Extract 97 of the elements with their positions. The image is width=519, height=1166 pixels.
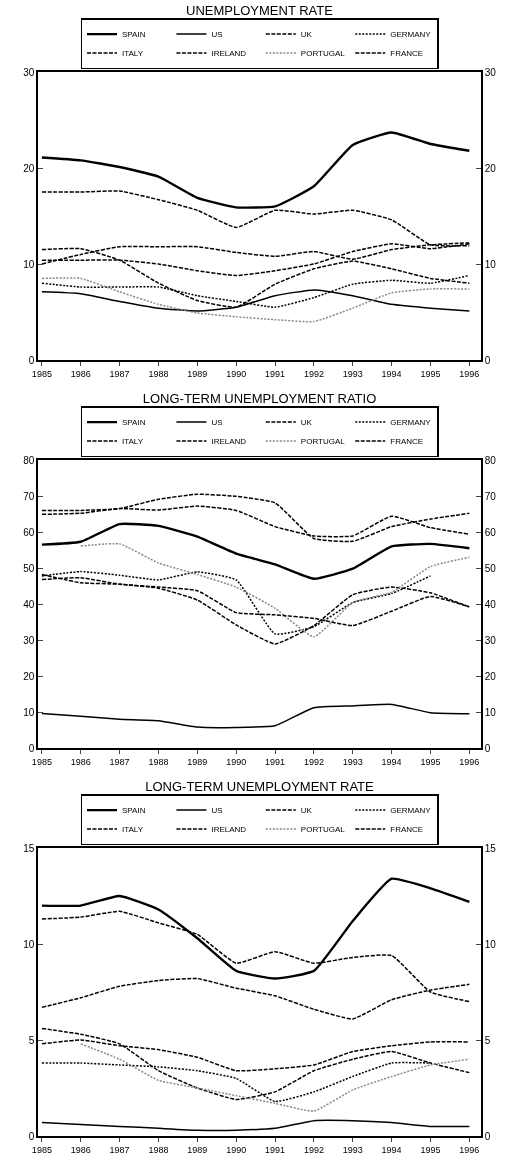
y2-tick-label: 0 — [484, 742, 491, 754]
x-tick-label: 1985 — [31, 1144, 52, 1155]
y2-tick-label: 10 — [484, 258, 497, 270]
y-tick-label: 10 — [23, 258, 35, 270]
x-tick-label: 1992 — [303, 368, 324, 379]
x-tick-label: 1996 — [459, 1144, 480, 1155]
y2-tick-label: 30 — [484, 634, 497, 646]
legend-label: FRANCE — [390, 437, 424, 447]
legend-label: UK — [300, 806, 313, 816]
legend-label: SPAIN — [122, 30, 146, 40]
x-tick-label: 1990 — [226, 756, 247, 767]
x-tick-label: 1994 — [381, 1144, 402, 1155]
y2-tick-label: 15 — [484, 842, 497, 854]
x-tick-label: 1991 — [265, 1144, 286, 1155]
x-tick-label: 1992 — [303, 1144, 324, 1155]
x-tick-label: 1994 — [381, 756, 402, 767]
y-tick-label: 20 — [23, 162, 35, 174]
x-tick-label: 1991 — [265, 368, 286, 379]
chart-title: UNEMPLOYMENT RATE — [186, 2, 334, 18]
legend-label: IRELAND — [211, 437, 247, 447]
x-tick-label: 1985 — [31, 368, 52, 379]
x-tick-label: 1989 — [187, 368, 208, 379]
y-tick-label: 0 — [28, 1130, 35, 1142]
x-tick-label: 1996 — [459, 368, 480, 379]
x-tick-label: 1986 — [70, 368, 91, 379]
chart-title: LONG-TERM UNEMPLOYMENT RATIO — [142, 390, 377, 406]
y2-tick-label: 10 — [484, 938, 497, 950]
x-tick-label: 1990 — [226, 1144, 247, 1155]
y-tick-label: 5 — [28, 1034, 35, 1046]
x-tick-label: 1996 — [459, 756, 480, 767]
y2-tick-label: 5 — [484, 1034, 491, 1046]
x-tick-label: 1989 — [187, 756, 208, 767]
y2-tick-label: 20 — [484, 670, 497, 682]
x-tick-label: 1993 — [342, 368, 363, 379]
legend-label: US — [211, 418, 223, 428]
x-tick-label: 1992 — [303, 756, 324, 767]
x-tick-label: 1993 — [342, 756, 363, 767]
x-tick-label: 1988 — [148, 1144, 169, 1155]
y-tick-label: 0 — [28, 354, 35, 366]
y-tick-label: 30 — [23, 66, 35, 78]
x-tick-label: 1991 — [265, 756, 286, 767]
x-tick-label: 1995 — [420, 368, 441, 379]
legend-label: FRANCE — [390, 49, 424, 59]
legend-label: UK — [300, 418, 313, 428]
y2-tick-label: 0 — [484, 354, 491, 366]
y2-tick-label: 0 — [484, 1130, 491, 1142]
y-tick-label: 10 — [23, 706, 35, 718]
y-tick-label: 0 — [28, 742, 35, 754]
x-tick-label: 1990 — [226, 368, 247, 379]
legend-label: FRANCE — [390, 825, 424, 835]
legend-label: ITALY — [122, 825, 144, 835]
x-tick-label: 1995 — [420, 1144, 441, 1155]
legend-label: GERMANY — [390, 418, 432, 428]
x-tick-label: 1988 — [148, 368, 169, 379]
y2-tick-label: 50 — [484, 562, 497, 574]
x-tick-label: 1987 — [109, 756, 130, 767]
legend-label: UK — [300, 30, 313, 40]
y-tick-label: 80 — [23, 454, 35, 466]
y-tick-label: 20 — [23, 670, 35, 682]
x-tick-label: 1988 — [148, 756, 169, 767]
legend-label: PORTUGAL — [300, 825, 346, 835]
chart-title: LONG-TERM UNEMPLOYMENT RATE — [145, 778, 375, 794]
legend-label: SPAIN — [122, 418, 146, 428]
x-tick-label: 1993 — [342, 1144, 363, 1155]
legend-label: PORTUGAL — [300, 437, 346, 447]
x-tick-label: 1986 — [70, 756, 91, 767]
legend-label: ITALY — [122, 49, 144, 59]
x-tick-label: 1989 — [187, 1144, 208, 1155]
y-tick-label: 60 — [23, 526, 35, 538]
x-tick-label: 1987 — [109, 1144, 130, 1155]
y-tick-label: 50 — [23, 562, 35, 574]
legend-label: SPAIN — [122, 806, 146, 816]
x-tick-label: 1995 — [420, 756, 441, 767]
y2-tick-label: 60 — [484, 526, 497, 538]
y-tick-label: 40 — [23, 598, 35, 610]
legend-label: ITALY — [122, 437, 144, 447]
legend-label: GERMANY — [390, 30, 432, 40]
y2-tick-label: 70 — [484, 490, 497, 502]
legend-label: GERMANY — [390, 806, 432, 816]
y2-tick-label: 30 — [484, 66, 497, 78]
legend-label: IRELAND — [211, 49, 247, 59]
y-tick-label: 70 — [23, 490, 35, 502]
x-tick-label: 1994 — [381, 368, 402, 379]
x-tick-label: 1987 — [109, 368, 130, 379]
y2-tick-label: 10 — [484, 706, 497, 718]
y-tick-label: 30 — [23, 634, 35, 646]
legend-label: IRELAND — [211, 825, 247, 835]
y-tick-label: 15 — [23, 842, 35, 854]
x-tick-label: 1986 — [70, 1144, 91, 1155]
x-tick-label: 1985 — [31, 756, 52, 767]
legend-label: US — [211, 806, 223, 816]
y-tick-label: 10 — [23, 938, 35, 950]
y2-tick-label: 20 — [484, 162, 497, 174]
legend-label: PORTUGAL — [300, 49, 346, 59]
legend-label: US — [211, 30, 223, 40]
y2-tick-label: 80 — [484, 454, 497, 466]
y2-tick-label: 40 — [484, 598, 497, 610]
